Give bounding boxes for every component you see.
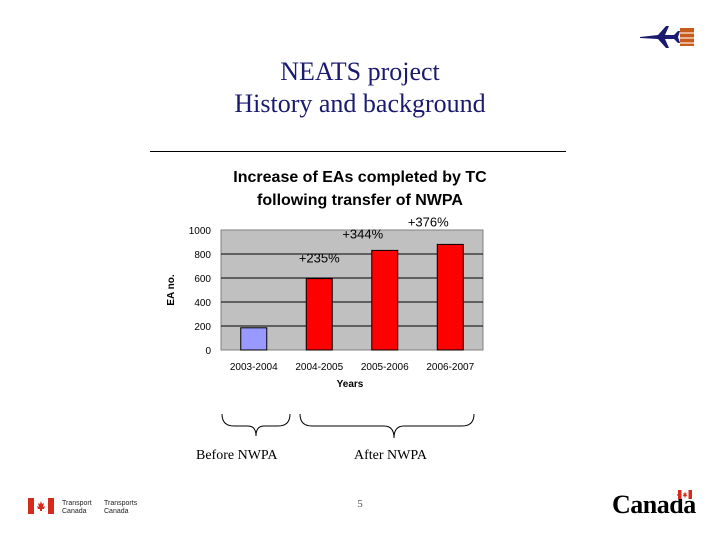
fip-english-line2: Canada xyxy=(62,508,87,515)
slide-title-line2: History and background xyxy=(234,89,486,118)
flag-icon xyxy=(28,498,54,514)
data-label-2006-2007: +376% xyxy=(408,214,449,229)
y-tick-200: 200 xyxy=(194,322,211,333)
title-rule xyxy=(150,151,566,152)
chart-title-line2: following transfer of NWPA xyxy=(257,192,463,209)
y-axis-label: EA no. xyxy=(166,274,177,306)
y-tick-400: 400 xyxy=(194,298,211,309)
x-tick-2004-2005: 2004-2005 xyxy=(295,362,343,373)
page-number: 5 xyxy=(357,498,363,510)
airplane-icon xyxy=(640,26,680,48)
highway-icon xyxy=(680,28,694,46)
fip-french-line1: Transports xyxy=(104,500,138,507)
y-tick-1000: 1000 xyxy=(189,226,212,237)
before-brace xyxy=(221,413,291,437)
y-tick-800: 800 xyxy=(194,250,211,261)
fip-english-line1: Transport xyxy=(62,500,92,507)
before-nwpa-label: Before NWPA xyxy=(196,448,278,463)
x-tick-2005-2006: 2005-2006 xyxy=(361,362,409,373)
data-label-2005-2006: +344% xyxy=(342,226,383,241)
y-tick-labels: 0 200 400 600 800 1000 xyxy=(189,226,212,357)
fip-french: Transports Canada xyxy=(104,500,137,516)
x-tick-labels: 2003-2004 2004-2005 2005-2006 2006-2007 xyxy=(230,362,475,373)
after-nwpa-label: After NWPA xyxy=(354,448,427,463)
x-axis-label: Years xyxy=(337,379,364,390)
airplane-highway-icon xyxy=(640,26,694,48)
chart-title-line1: Increase of EAs completed by TC xyxy=(233,169,487,186)
x-tick-2006-2007: 2006-2007 xyxy=(426,362,474,373)
slide-title-line1: NEATS project xyxy=(280,57,440,86)
after-brace xyxy=(299,413,475,439)
y-tick-0: 0 xyxy=(205,346,211,357)
bar-2004-2005 xyxy=(305,278,333,351)
fip-english: Transport Canada xyxy=(62,500,92,516)
y-tick-600: 600 xyxy=(194,274,211,285)
bar-2006-2007 xyxy=(436,243,464,351)
wordmark-flag-icon xyxy=(678,490,692,499)
x-tick-2003-2004: 2003-2004 xyxy=(230,362,278,373)
data-labels: +235%+344% +376% xyxy=(299,214,449,265)
fip-french-line2: Canada xyxy=(104,508,129,515)
bar-2005-2006 xyxy=(371,249,399,351)
data-label-2004-2005: +235% xyxy=(299,251,340,266)
bar-2003-2004 xyxy=(240,327,268,351)
bars xyxy=(240,243,464,351)
